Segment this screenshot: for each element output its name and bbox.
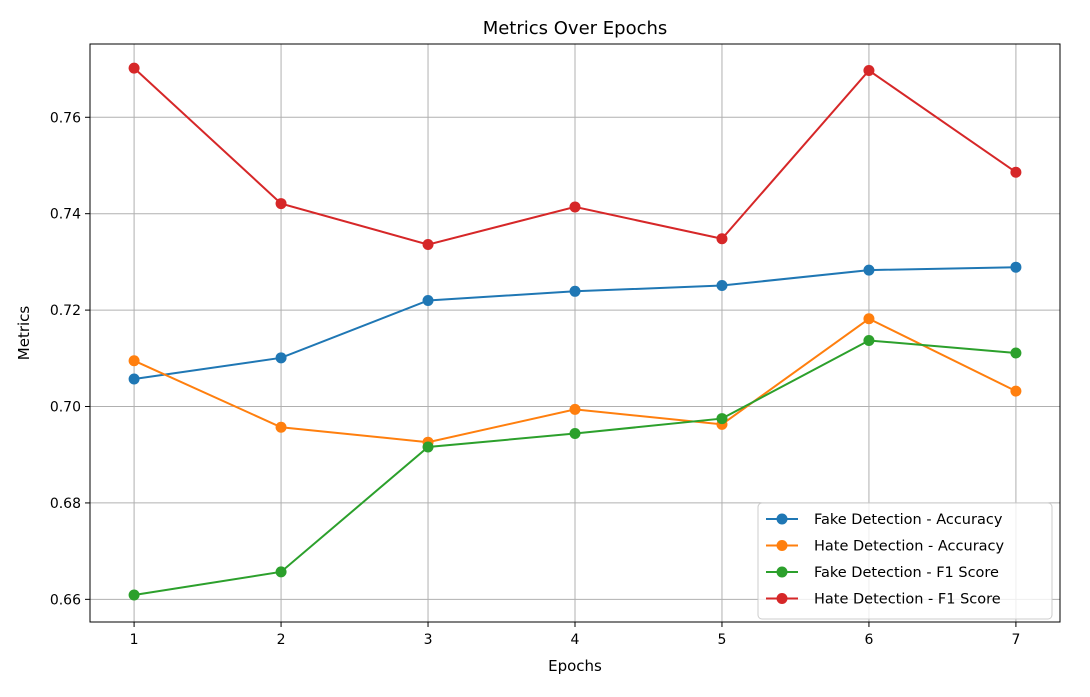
legend: Fake Detection - Accuracy Hate Detection … bbox=[757, 502, 1053, 620]
legend-frame bbox=[757, 502, 1053, 620]
x-axis-title: Epochs bbox=[548, 657, 602, 675]
data-point bbox=[1010, 261, 1022, 273]
chart-title: Metrics Over Epochs bbox=[483, 18, 668, 39]
data-point bbox=[569, 285, 581, 297]
y-tick-label: 0.76 bbox=[50, 110, 81, 126]
data-point bbox=[569, 201, 581, 213]
data-point bbox=[569, 403, 581, 415]
data-point bbox=[863, 65, 875, 77]
data-point bbox=[422, 239, 434, 251]
data-point bbox=[863, 313, 875, 325]
x-tick-label: 6 bbox=[864, 632, 873, 648]
data-point bbox=[275, 352, 287, 364]
x-tick-label: 7 bbox=[1011, 632, 1020, 648]
data-point bbox=[716, 413, 728, 425]
series-group bbox=[128, 261, 1022, 385]
data-point bbox=[275, 566, 287, 578]
y-tick-label: 0.72 bbox=[50, 303, 81, 319]
data-point bbox=[569, 428, 581, 440]
legend-label: Hate Detection - F1 Score bbox=[814, 592, 1001, 608]
series-group bbox=[128, 334, 1022, 601]
data-point bbox=[275, 421, 287, 433]
data-point bbox=[128, 589, 140, 601]
series-layer bbox=[128, 62, 1022, 601]
data-point bbox=[716, 233, 728, 245]
y-tick-label: 0.66 bbox=[50, 592, 81, 608]
gridlines bbox=[90, 44, 1060, 622]
data-point bbox=[128, 355, 140, 367]
data-point bbox=[128, 373, 140, 385]
x-tick-label: 4 bbox=[571, 632, 580, 648]
legend-marker bbox=[776, 566, 788, 578]
data-point bbox=[1010, 347, 1022, 359]
legend-marker bbox=[776, 593, 788, 604]
x-tick-label: 1 bbox=[130, 632, 139, 648]
y-tick-label: 0.70 bbox=[50, 400, 81, 416]
data-point bbox=[1010, 385, 1022, 397]
legend-label: Fake Detection - Accuracy bbox=[814, 512, 1003, 528]
data-point bbox=[422, 441, 434, 453]
series-group bbox=[128, 62, 1022, 251]
data-point bbox=[275, 198, 287, 210]
legend-label: Fake Detection - F1 Score bbox=[814, 565, 999, 581]
legend-marker bbox=[776, 540, 788, 551]
legend-marker bbox=[776, 513, 788, 525]
data-point bbox=[422, 294, 434, 306]
data-point bbox=[863, 334, 875, 346]
data-point bbox=[128, 62, 140, 74]
y-axis-title: Metrics bbox=[15, 306, 33, 361]
data-point bbox=[863, 264, 875, 276]
x-tick-label: 2 bbox=[277, 632, 286, 648]
y-tick-label: 0.74 bbox=[50, 207, 81, 223]
data-point bbox=[1010, 166, 1022, 178]
x-tick-label: 3 bbox=[424, 632, 433, 648]
x-tick-label: 5 bbox=[718, 632, 727, 648]
legend-label: Hate Detection - Accuracy bbox=[814, 539, 1005, 555]
y-tick-label: 0.68 bbox=[50, 496, 81, 512]
axis-ticks: 1 2 3 4 5 6 7 0.66 0.68 0.70 0.72 0.74 0.76 bbox=[50, 110, 1021, 648]
data-point bbox=[716, 280, 728, 292]
